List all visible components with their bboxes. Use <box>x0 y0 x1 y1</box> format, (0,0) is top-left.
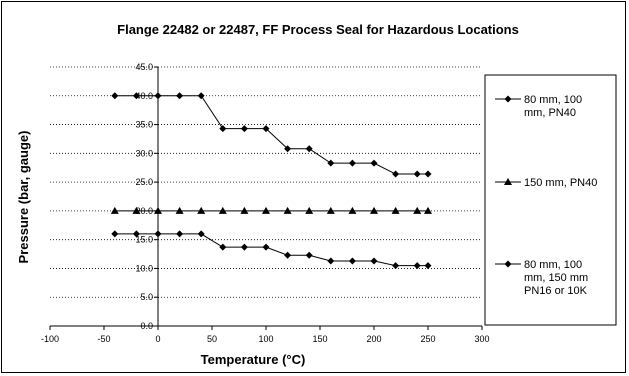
data-point <box>197 230 205 238</box>
series-1 <box>111 92 432 178</box>
x-tick-label: -100 <box>41 334 59 344</box>
legend-label: mm, PN40 <box>524 107 576 119</box>
y-tick-labels: 0.05.010.015.020.025.030.035.040.045.0 <box>135 62 153 331</box>
data-point <box>370 159 378 167</box>
legend-label: 150 mm, PN40 <box>524 177 597 189</box>
data-point <box>370 206 378 214</box>
x-tick-label: 150 <box>312 334 327 344</box>
data-point <box>391 206 400 214</box>
x-tick-label: -50 <box>97 334 110 344</box>
data-point <box>111 230 119 238</box>
data-point <box>327 159 335 167</box>
x-tick-labels: -100 -50 0 50 100 150 200 250 300 <box>41 334 490 344</box>
legend-label: mm, 150 mm <box>524 272 588 284</box>
data-point <box>413 262 421 270</box>
data-point <box>111 92 119 100</box>
legend-label: PN16 or 10K <box>524 285 588 297</box>
y-tick-label: 5.0 <box>140 292 153 302</box>
data-point <box>218 206 227 214</box>
data-point <box>305 251 313 259</box>
legend-box <box>484 74 617 326</box>
data-point <box>262 125 270 133</box>
data-point <box>176 230 184 238</box>
y-tick-label: 25.0 <box>135 177 153 187</box>
axes <box>49 66 483 330</box>
data-point <box>348 206 357 214</box>
data-point <box>283 206 292 214</box>
data-point <box>219 125 227 133</box>
x-tick-label: 100 <box>258 334 273 344</box>
data-point <box>305 145 313 153</box>
data-point <box>305 206 314 214</box>
data-point <box>176 92 184 100</box>
legend-marker <box>504 260 512 268</box>
data-point <box>154 206 162 214</box>
data-point <box>284 251 292 259</box>
series-2 <box>110 206 432 214</box>
plot-area-bg <box>50 67 482 326</box>
series-lines <box>110 92 432 270</box>
x-tick-label: 200 <box>366 334 381 344</box>
y-tick-label: 30.0 <box>135 148 153 158</box>
grid-lines <box>50 66 482 298</box>
legend-label: 80 mm, 100 <box>524 259 582 271</box>
data-point <box>110 206 119 214</box>
data-point <box>424 262 432 270</box>
series-3 <box>111 230 432 270</box>
data-point <box>348 159 356 167</box>
data-point <box>154 230 162 238</box>
data-point <box>197 92 205 100</box>
x-tick-label: 50 <box>207 334 217 344</box>
y-tick-label: 10.0 <box>135 263 153 273</box>
data-point <box>154 92 162 100</box>
data-point <box>132 230 140 238</box>
data-point <box>175 206 184 214</box>
series-line <box>114 233 428 267</box>
y-tick-label: 45.0 <box>135 62 153 72</box>
x-axis-label: Temperature (°C) <box>201 352 306 367</box>
legend-label: 80 mm, 100 <box>524 94 582 106</box>
data-point <box>262 243 270 251</box>
data-point <box>392 170 400 178</box>
data-point <box>424 206 432 214</box>
legend-marker <box>504 178 512 185</box>
data-point <box>197 206 206 214</box>
y-axis-label: Pressure (bar, gauge) <box>16 131 31 264</box>
data-point <box>327 257 335 265</box>
data-point <box>424 170 432 178</box>
x-tick-label: 300 <box>474 334 489 344</box>
data-point <box>240 125 248 133</box>
legend-marker <box>504 95 512 103</box>
y-tick-label: 15.0 <box>135 235 153 245</box>
data-point <box>219 243 227 251</box>
data-point <box>413 170 421 178</box>
data-point <box>413 206 422 214</box>
data-point <box>348 257 356 265</box>
legend-entry-2: 150 mm, PN40 <box>495 177 597 189</box>
x-tick-label: 0 <box>155 334 160 344</box>
series-line <box>114 95 428 175</box>
data-point <box>262 206 270 214</box>
data-point <box>392 262 400 270</box>
data-point <box>240 243 248 251</box>
data-point <box>132 206 141 214</box>
y-tick-label: 35.0 <box>135 120 153 130</box>
x-tick-label: 250 <box>420 334 435 344</box>
data-point <box>240 206 249 214</box>
data-point <box>132 92 140 100</box>
chart-title: Flange 22482 or 22487, FF Process Seal f… <box>117 22 519 37</box>
data-point <box>284 145 292 153</box>
y-tick-label: 0.0 <box>140 321 153 331</box>
data-point <box>326 206 335 214</box>
data-point <box>370 257 378 265</box>
